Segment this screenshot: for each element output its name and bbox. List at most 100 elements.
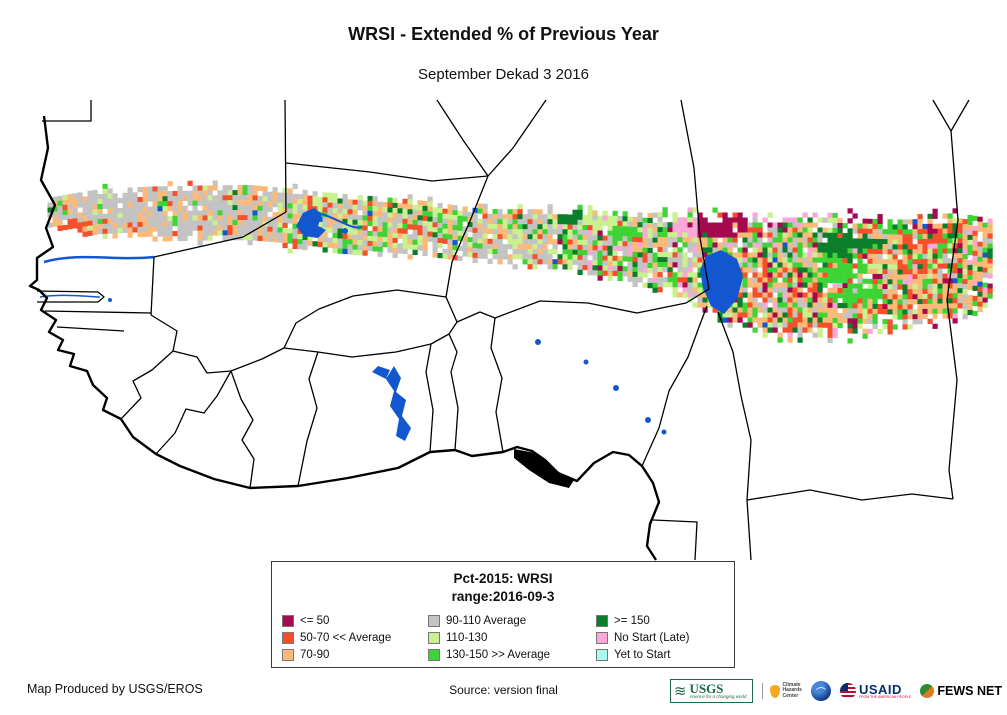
border-guinea-mali (150, 314, 232, 374)
river-dot (108, 298, 112, 302)
legend-item: No Start (Late) (596, 631, 734, 644)
river-dot (342, 228, 348, 234)
fews-net-logo-text: FEWS NET (937, 684, 1002, 698)
border-liberia-ivorycoast (230, 370, 255, 489)
benue-river-dot (645, 417, 651, 423)
usaid-logo: USAID FROM THE AMERICAN PEOPLE (839, 683, 912, 700)
border-guinea-sleone (120, 350, 174, 420)
legend-items: <= 50 50-70 << Average 70-90 90-110 Aver… (272, 606, 734, 663)
fews-net-globe-icon (920, 684, 935, 698)
niger-river (321, 213, 363, 229)
legend-item: 110-130 (428, 631, 596, 644)
legend-label: Yet to Start (614, 648, 671, 661)
chc-text-line1: Climate (782, 681, 801, 688)
legend-swatch (282, 614, 294, 627)
water-bodies-layer (39, 208, 743, 441)
chc-text-line2: Hazards (782, 687, 802, 694)
border-chad-libya (932, 99, 970, 132)
produced-by-text: Map Produced by USGS/EROS (27, 682, 203, 696)
border-benin-nigeria (490, 317, 504, 453)
border-togo-benin (448, 333, 459, 451)
border-chad-cameroon (717, 311, 752, 561)
climate-hazards-center-logo: Climate Hazards Center (761, 681, 802, 700)
border-nigeria-cameroon (641, 305, 708, 467)
legend-swatch (282, 631, 294, 644)
niger-delta (514, 449, 574, 488)
lake-volta (372, 366, 411, 441)
atlantic-coastline (28, 115, 661, 561)
border-niger-nigeria (456, 288, 710, 323)
legend-swatch (428, 614, 440, 627)
border-burkina-south (283, 296, 458, 358)
border-ghana-togo (425, 343, 434, 453)
border-cameroon-south (652, 519, 698, 561)
map-legend: Pct-2015: WRSI range:2016-09-3 <= 50 50-… (271, 561, 735, 668)
legend-swatch (282, 648, 294, 661)
border-mauritania-mali (153, 211, 287, 258)
border-senegal-east (150, 256, 155, 316)
page-subtitle: September Dekad 3 2016 (418, 66, 589, 83)
legend-label: 90-110 Average (446, 614, 527, 627)
source-text: Source: version final (449, 683, 558, 697)
agency-logos: ≋ USGS science for a changing world Clim… (663, 674, 1002, 708)
border-sleone-liberia (155, 370, 232, 455)
legend-label: No Start (Late) (614, 631, 690, 644)
legend-label: 110-130 (446, 631, 488, 644)
legend-label: <= 50 (300, 614, 330, 627)
legend-swatch (428, 648, 440, 661)
legend-swatch (596, 631, 608, 644)
legend-item: 130-150 >> Average (428, 648, 596, 661)
river-dot (535, 339, 541, 345)
border-mali-ivorycoast (230, 347, 285, 372)
border-algeria-niger-top (487, 99, 547, 177)
river-dot (583, 359, 589, 365)
legend-label: 50-70 << Average (300, 631, 392, 644)
border-senegal-gbissau (44, 310, 152, 314)
legend-label: 70-90 (300, 648, 330, 661)
legend-title-line1: Pct-2015: WRSI (453, 571, 553, 586)
page-title: WRSI - Extended % of Previous Year (348, 24, 659, 44)
legend-title-line2: range:2016-09-3 (451, 589, 555, 605)
border-ghana-west (297, 351, 319, 487)
usaid-tagline: FROM THE AMERICAN PEOPLE (858, 694, 912, 699)
border-mali-niger (445, 175, 489, 298)
border-mali-burkina (283, 289, 447, 349)
chc-text-line3: Center (782, 692, 799, 699)
niger-inland-delta (296, 208, 326, 238)
usgs-logo-text: USGS (689, 681, 724, 697)
border-niger-chad (680, 99, 710, 290)
benue-river-dot (661, 429, 667, 435)
border-chad-car (746, 489, 954, 501)
legend-label: 130-150 >> Average (446, 648, 551, 661)
usgs-wave-icon: ≋ (673, 682, 687, 700)
border-gambia (36, 290, 105, 303)
border-mauritania-east (284, 99, 287, 213)
climate-hazards-center-icon (769, 684, 780, 698)
border-mali-north (285, 162, 489, 182)
border-chad-sudan (946, 130, 959, 500)
noaa-icon: ⌒ (810, 681, 831, 701)
lake-chad (700, 250, 743, 314)
legend-swatch (428, 631, 440, 644)
senegal-river (43, 255, 155, 264)
usgs-tagline: science for a changing world (689, 694, 747, 700)
country-borders-layer (36, 99, 970, 561)
legend-swatch (596, 614, 608, 627)
coastline-layer (28, 115, 661, 561)
legend-item: 90-110 Average (428, 614, 596, 627)
legend-item: 70-90 (282, 648, 428, 661)
legend-title: Pct-2015: WRSI range:2016-09-3 (272, 570, 734, 606)
benue-river-dot (613, 385, 619, 391)
border-algeria-mali-top (436, 99, 489, 177)
border-gbissau-guinea (56, 326, 125, 332)
gambia-river (39, 294, 101, 298)
legend-item: >= 150 (596, 614, 734, 627)
legend-item: <= 50 (282, 614, 428, 627)
wrsi-raster-layer (47, 180, 993, 344)
fews-net-logo: FEWS NET (920, 684, 1002, 698)
usaid-flag-icon (839, 683, 856, 699)
border-wsahara-step (42, 100, 92, 122)
usgs-logo: ≋ USGS science for a changing world (669, 679, 753, 703)
